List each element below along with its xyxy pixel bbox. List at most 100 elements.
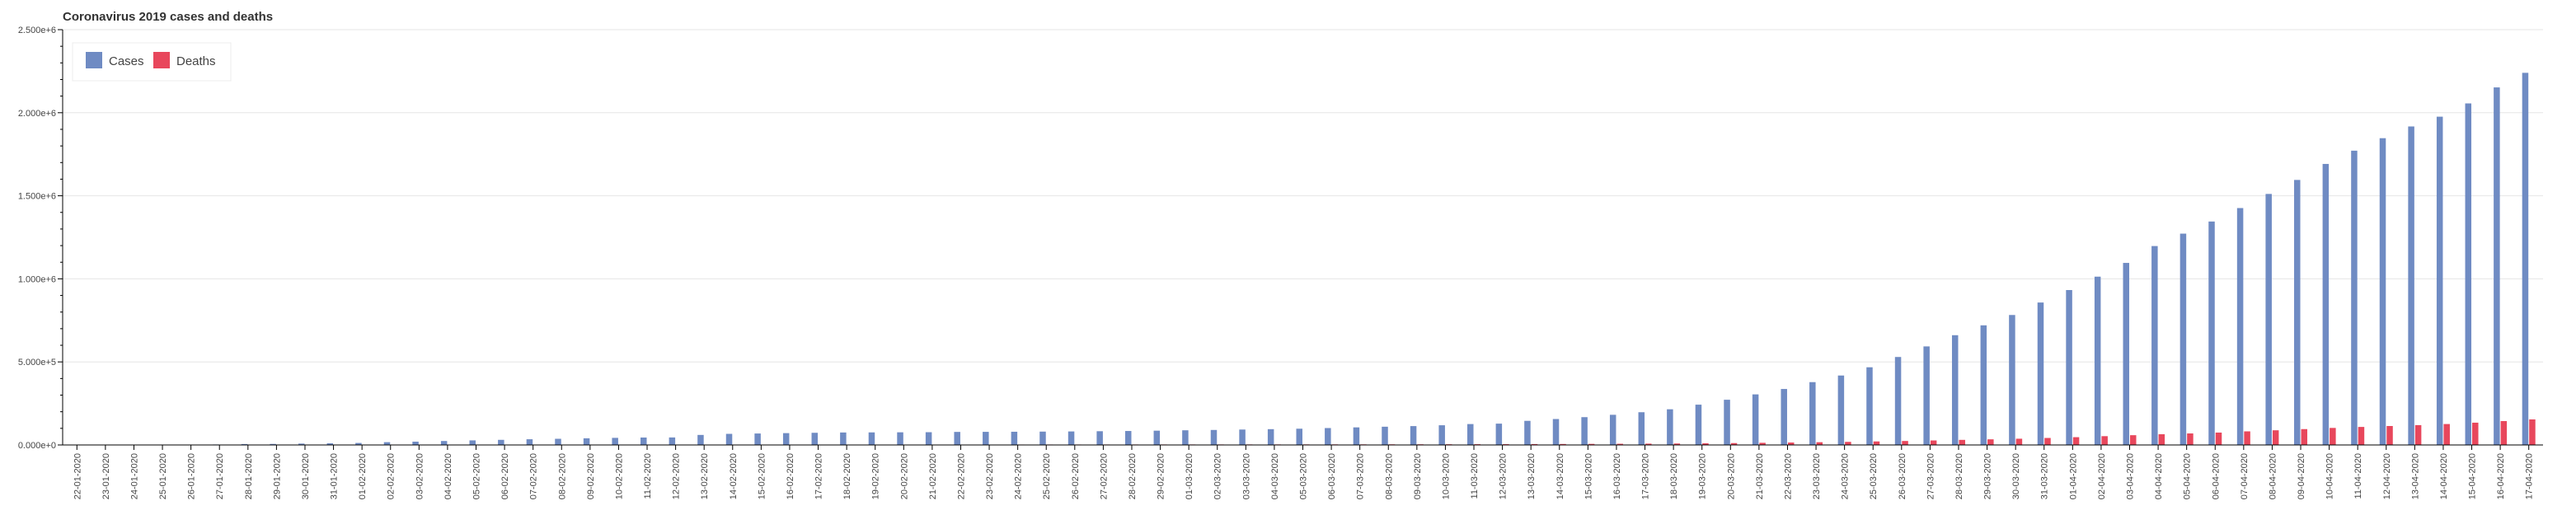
bar-cases xyxy=(868,432,875,445)
x-tick-label: 10-02-2020 xyxy=(614,453,624,499)
x-tick-label: 27-03-2020 xyxy=(1926,453,1936,499)
y-tick-label: 2.000e+6 xyxy=(18,109,56,119)
bar-cases xyxy=(1495,424,1503,445)
x-tick-label: 23-03-2020 xyxy=(1812,453,1822,499)
bar-cases xyxy=(1951,335,1959,445)
x-tick-label: 17-03-2020 xyxy=(1641,453,1651,499)
bar-cases xyxy=(1182,430,1189,445)
bar-deaths xyxy=(2130,435,2137,445)
bar-deaths xyxy=(1930,440,1937,445)
x-tick-label: 08-02-2020 xyxy=(557,453,567,499)
bar-cases xyxy=(526,439,533,445)
x-tick-label: 27-01-2020 xyxy=(215,453,225,499)
bar-deaths xyxy=(2301,428,2308,445)
bar-cases xyxy=(2037,302,2044,445)
bar-cases xyxy=(782,433,790,445)
x-tick-label: 11-04-2020 xyxy=(2353,453,2363,499)
x-tick-label: 20-03-2020 xyxy=(1726,453,1736,499)
x-tick-label: 16-04-2020 xyxy=(2496,453,2506,499)
bar-cases xyxy=(2265,194,2272,445)
bar-cases xyxy=(2436,116,2443,446)
x-tick-label: 22-03-2020 xyxy=(1783,453,1793,499)
bar-cases xyxy=(1724,400,1730,445)
bar-cases xyxy=(1039,431,1046,445)
bar-cases xyxy=(1096,431,1103,445)
bar-cases xyxy=(1325,428,1331,445)
x-tick-label: 23-01-2020 xyxy=(101,453,111,499)
bar-cases xyxy=(1267,428,1274,445)
bar-deaths xyxy=(2472,422,2479,445)
x-tick-label: 08-03-2020 xyxy=(1384,453,1394,499)
legend-swatch-cases xyxy=(86,52,102,68)
bar-cases xyxy=(1552,419,1560,445)
bar-deaths xyxy=(1645,443,1652,445)
x-tick-label: 07-02-2020 xyxy=(529,453,539,499)
x-tick-label: 28-01-2020 xyxy=(244,453,254,499)
x-tick-label: 15-03-2020 xyxy=(1584,453,1593,499)
bar-cases xyxy=(1524,420,1531,445)
x-tick-label: 08-04-2020 xyxy=(2268,453,2278,499)
x-tick-label: 03-02-2020 xyxy=(415,453,425,499)
x-tick-label: 12-04-2020 xyxy=(2382,453,2392,499)
x-tick-label: 17-02-2020 xyxy=(814,453,824,499)
bar-deaths xyxy=(1588,443,1595,445)
bar-cases xyxy=(270,443,276,445)
bar-cases xyxy=(1638,412,1645,445)
bar-cases xyxy=(1210,429,1218,445)
x-tick-label: 04-03-2020 xyxy=(1270,453,1280,499)
x-tick-label: 31-03-2020 xyxy=(2040,453,2050,499)
y-tick-label: 1.500e+6 xyxy=(18,192,56,202)
x-tick-label: 23-02-2020 xyxy=(985,453,995,499)
bar-cases xyxy=(241,443,248,445)
chart-title: Coronavirus 2019 cases and deaths xyxy=(63,10,273,24)
x-tick-label: 26-01-2020 xyxy=(187,453,197,499)
bar-cases xyxy=(1837,375,1845,445)
x-tick-label: 02-04-2020 xyxy=(2097,453,2107,499)
x-tick-label: 07-04-2020 xyxy=(2240,453,2250,499)
x-tick-label: 07-03-2020 xyxy=(1356,453,1366,499)
x-tick-label: 01-02-2020 xyxy=(358,453,368,499)
x-tick-label: 06-02-2020 xyxy=(500,453,510,499)
bar-cases xyxy=(2208,221,2215,445)
x-tick-label: 20-02-2020 xyxy=(899,453,909,499)
bar-deaths xyxy=(2358,427,2365,445)
y-tick-label: 2.500e+6 xyxy=(18,26,56,35)
bar-deaths xyxy=(2072,437,2080,445)
x-tick-label: 16-02-2020 xyxy=(786,453,795,499)
bar-deaths xyxy=(2158,433,2165,445)
x-tick-label: 15-02-2020 xyxy=(757,453,767,499)
x-tick-label: 18-02-2020 xyxy=(842,453,852,499)
bar-deaths xyxy=(1902,441,1908,445)
x-tick-label: 09-03-2020 xyxy=(1413,453,1423,499)
bar-deaths xyxy=(2500,421,2508,445)
bar-cases xyxy=(2094,276,2101,445)
bar-cases xyxy=(2494,87,2500,446)
bar-cases xyxy=(2294,180,2301,445)
x-tick-label: 13-03-2020 xyxy=(1527,453,1537,499)
bar-deaths xyxy=(1531,443,1538,445)
bar-deaths xyxy=(1730,442,1738,445)
x-tick-label: 27-02-2020 xyxy=(1099,453,1109,499)
bar-cases xyxy=(612,438,618,445)
bar-cases xyxy=(2009,315,2015,445)
bar-cases xyxy=(811,433,819,445)
bar-deaths xyxy=(1959,439,1965,445)
bar-cases xyxy=(1153,430,1161,445)
bar-cases xyxy=(1923,346,1930,445)
bar-cases xyxy=(954,432,960,445)
bar-cases xyxy=(2465,103,2472,445)
grid-layer xyxy=(63,29,2543,363)
x-tick-label: 14-02-2020 xyxy=(729,453,739,499)
bar-cases xyxy=(640,437,647,445)
bar-deaths xyxy=(2443,424,2450,445)
bar-cases xyxy=(1609,414,1616,445)
bar-deaths xyxy=(2330,428,2336,445)
x-tick-label: 14-04-2020 xyxy=(2439,453,2449,499)
x-tick-label: 19-03-2020 xyxy=(1698,453,1708,499)
x-tick-label: 02-03-2020 xyxy=(1213,453,1223,499)
bar-cases xyxy=(2379,138,2386,446)
bar-cases xyxy=(1124,431,1132,445)
x-tick-label: 24-02-2020 xyxy=(1014,453,1024,499)
bar-deaths xyxy=(1787,442,1795,445)
